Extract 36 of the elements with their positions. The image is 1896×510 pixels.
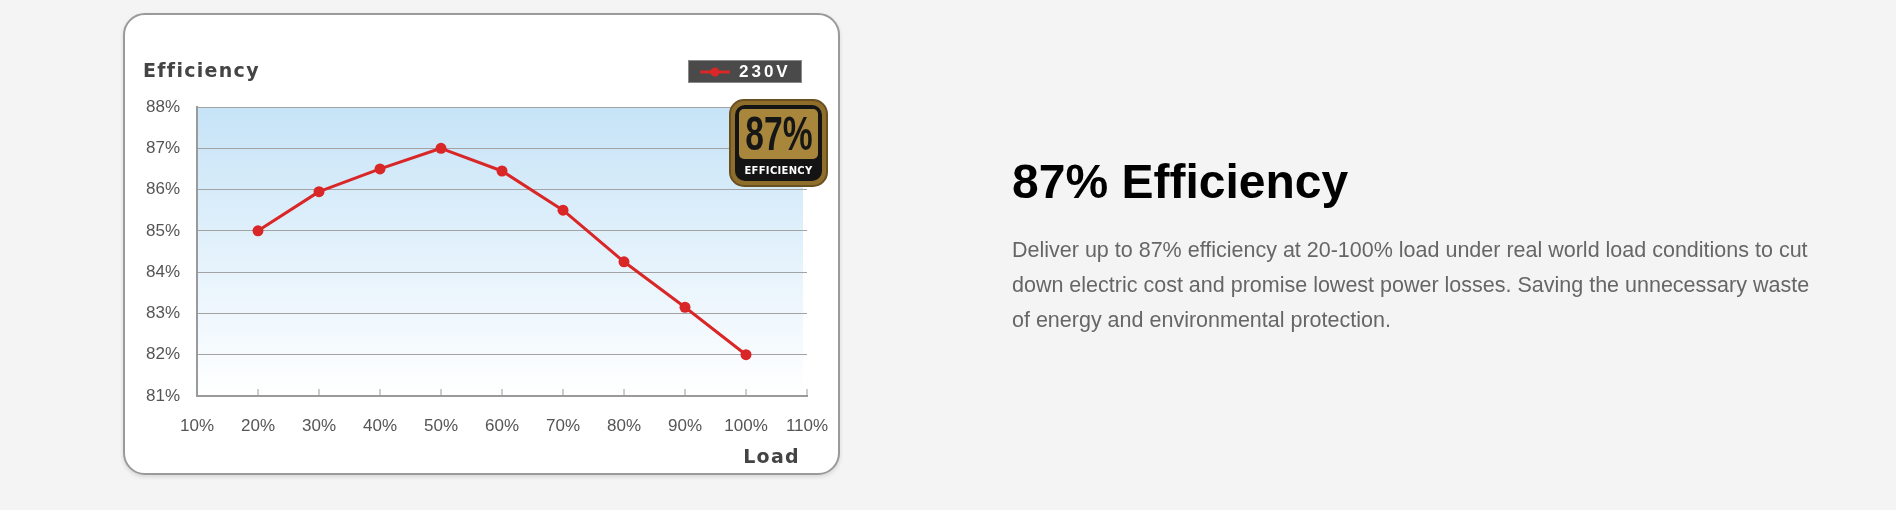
y-tick-label: 84%	[145, 261, 180, 281]
x-axis-title: Load	[743, 445, 800, 467]
y-tick-label: 82%	[145, 344, 180, 364]
annotation: 87%	[744, 106, 813, 162]
point	[679, 301, 691, 313]
x-tick-label: 100%	[724, 415, 768, 435]
point	[740, 349, 752, 361]
point	[557, 204, 569, 216]
y-tick-label: 85%	[145, 220, 180, 240]
annotation: EFFICIENCY	[743, 165, 814, 177]
x-tick-label: 70%	[545, 415, 581, 435]
text: Deliver up to 87% efficiency at 20-100% load under real world load conditions to cut down electric cost and promise lowest power losses. Saving the unnecessary waste of energy and environmental protection.	[1012, 237, 1811, 334]
x-tick-label: 90%	[667, 415, 703, 435]
y-tick-label: 86%	[145, 179, 180, 199]
point	[435, 142, 447, 154]
x-tick-label: 60%	[484, 415, 520, 435]
point	[252, 225, 264, 237]
x-tick-label: 10%	[179, 415, 215, 435]
text: 87% Efficiency	[1012, 154, 1349, 209]
point	[374, 163, 386, 175]
x-tick-label: 20%	[240, 415, 276, 435]
point	[496, 165, 508, 177]
point	[313, 186, 325, 198]
x-tick-label: 50%	[423, 415, 459, 435]
y-axis-title: Efficiency	[143, 59, 260, 81]
y-tick-label: 81%	[145, 385, 180, 405]
y-tick-label: 88%	[145, 96, 180, 116]
badge-icon: 87% EFFICIENCY	[729, 99, 828, 187]
y-tick-label: 87%	[145, 137, 180, 157]
x-tick-label: 110%	[785, 415, 829, 435]
x-tick-label: 80%	[606, 415, 642, 435]
x-tick-label: 40%	[362, 415, 398, 435]
legend-label: 230V	[739, 61, 791, 82]
point	[618, 256, 630, 268]
y-tick-label: 83%	[145, 303, 180, 323]
x-tick-label: 30%	[301, 415, 337, 435]
